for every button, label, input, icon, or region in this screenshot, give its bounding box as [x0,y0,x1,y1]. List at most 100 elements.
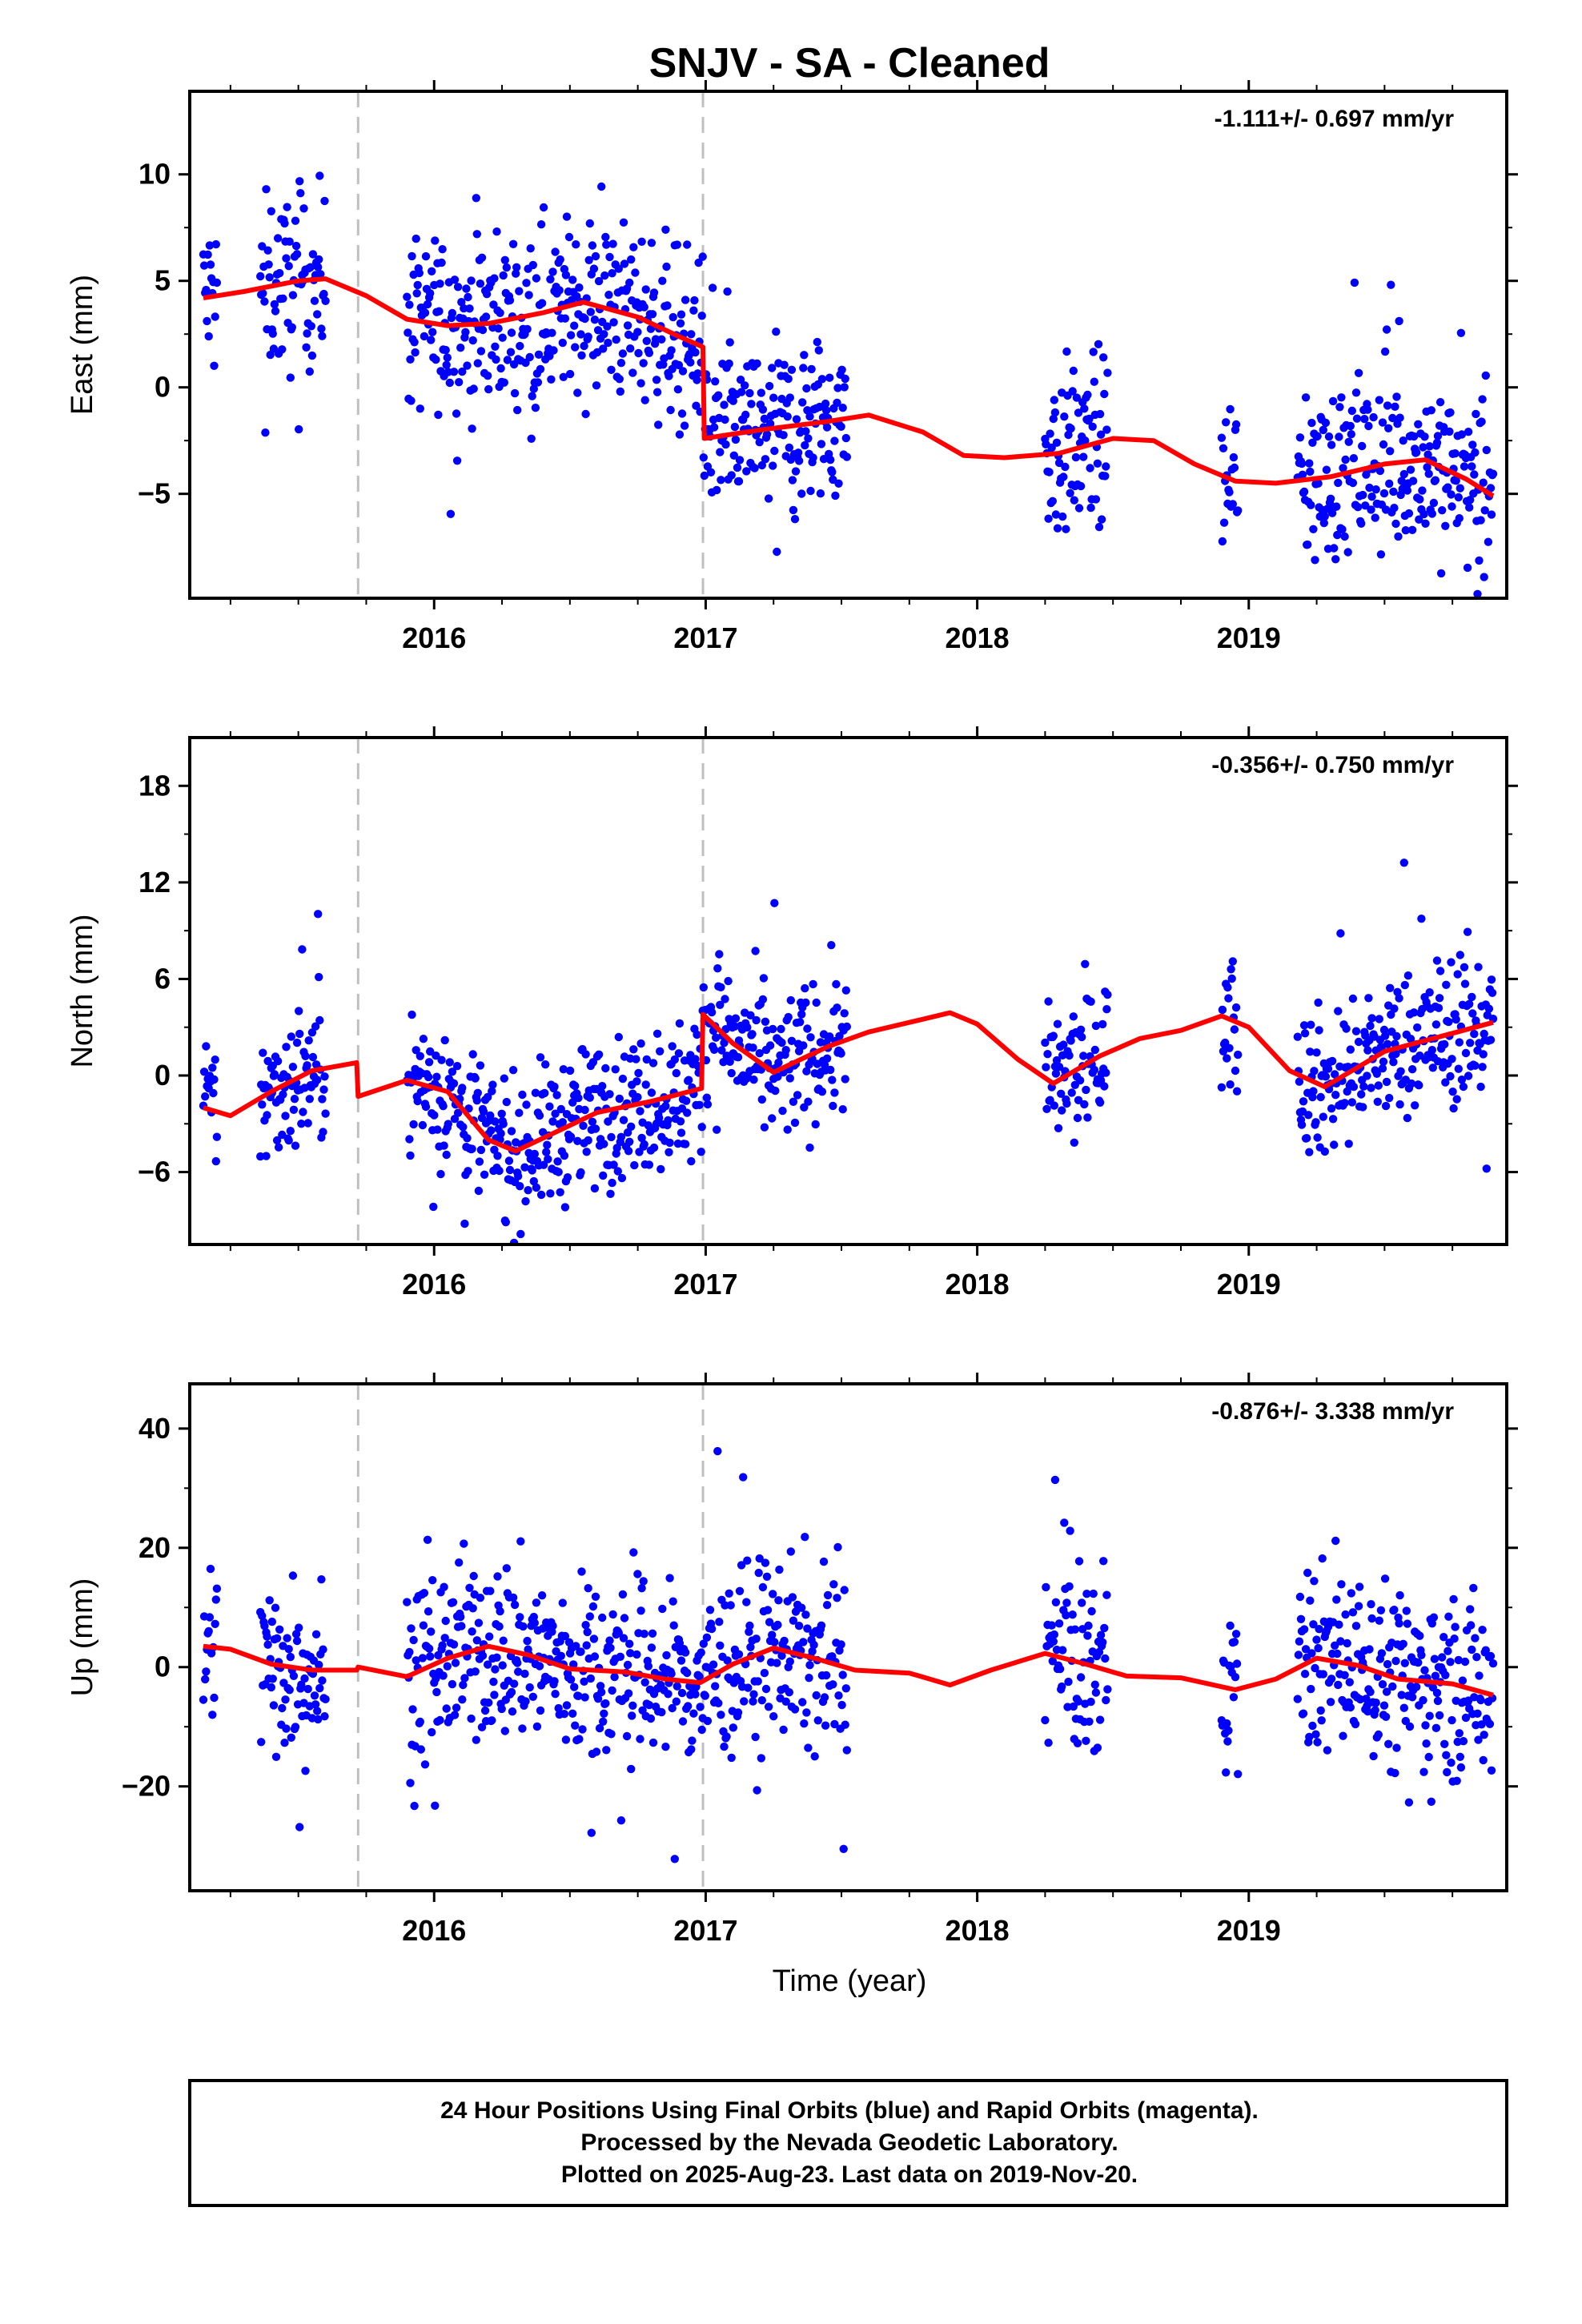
data-point [746,1011,755,1020]
data-point [268,329,277,338]
data-point [605,1090,614,1099]
data-point [629,243,638,251]
data-point [1082,1590,1091,1598]
data-point [1093,459,1102,468]
data-point [528,260,537,270]
data-point [1420,432,1429,441]
data-point [1326,494,1335,503]
data-point [1353,503,1363,512]
data-point [579,1121,588,1131]
data-point [281,1112,290,1120]
data-point [1487,1766,1496,1775]
data-point [1048,497,1058,505]
data-point [1091,1021,1101,1031]
data-point [456,1612,465,1622]
data-point [1224,994,1233,1003]
data-point [1425,988,1434,997]
data-point [687,1156,696,1166]
data-point [1381,1101,1391,1111]
data-point [1458,1676,1468,1685]
data-point [259,289,267,298]
data-point [629,1548,638,1557]
data-point [1070,1138,1079,1148]
data-point [501,1218,510,1227]
data-point [770,1638,779,1647]
data-point [508,1593,518,1602]
data-point [532,1598,541,1607]
data-point [713,1446,722,1456]
data-point [1321,418,1331,428]
data-point [676,1117,685,1126]
data-point [199,261,209,270]
data-point [1337,1580,1346,1589]
data-point [604,291,613,300]
data-point [1042,1063,1050,1072]
data-point [1344,1140,1353,1148]
data-point [794,1622,804,1630]
data-point [565,1066,575,1076]
data-point [789,1097,798,1107]
data-point [1461,1713,1471,1723]
data-point [608,1610,617,1619]
data-point [582,1641,591,1650]
data-point [752,1015,761,1025]
data-point [826,456,835,464]
data-point [1316,1092,1325,1102]
data-point [1423,450,1432,459]
data-point [802,384,811,393]
data-point [1447,502,1456,511]
data-point [1466,1039,1475,1047]
data-point [1401,526,1411,535]
data-point [573,388,582,397]
data-point [1314,998,1323,1007]
data-point [1379,440,1388,449]
data-point [1407,1065,1417,1074]
data-point [801,998,810,1007]
data-point [525,1683,534,1692]
data-point [1334,1007,1343,1015]
data-point [431,236,440,245]
data-point [1400,1659,1410,1667]
data-point [494,324,503,333]
data-point [837,422,845,431]
data-point [591,251,600,261]
data-point [1435,398,1445,407]
data-point [633,1092,642,1102]
data-point [476,279,485,288]
data-point [275,268,284,278]
data-point [841,1720,849,1729]
data-point [758,995,768,1004]
data-point [1414,420,1423,428]
data-point [1382,1077,1391,1087]
data-point [1229,1693,1239,1702]
data-point [465,1583,474,1593]
data-point [1355,1582,1364,1591]
data-point [768,1114,777,1123]
data-point [636,1039,645,1048]
data-point [669,312,677,322]
data-point [1058,1646,1067,1655]
data-point [315,1660,323,1670]
data-point [515,1108,524,1117]
data-point [1062,1610,1070,1620]
data-point [286,1652,295,1662]
data-point [452,1703,461,1712]
data-point [729,396,737,405]
data-point [1085,1717,1094,1726]
data-point [405,1135,414,1144]
data-point [496,1129,505,1138]
data-point [1223,1719,1231,1728]
data-point [1391,1656,1400,1666]
data-point [1103,1685,1112,1694]
data-point [1044,997,1053,1006]
data-point [1475,1671,1484,1680]
data-point [317,1575,326,1584]
data-point [768,1630,777,1639]
data-point [1357,519,1366,528]
data-point [1234,1770,1243,1779]
data-point [292,1636,302,1646]
data-point [560,1710,569,1719]
data-point [713,485,721,495]
data-point [1389,487,1398,497]
data-point [1380,1574,1390,1583]
